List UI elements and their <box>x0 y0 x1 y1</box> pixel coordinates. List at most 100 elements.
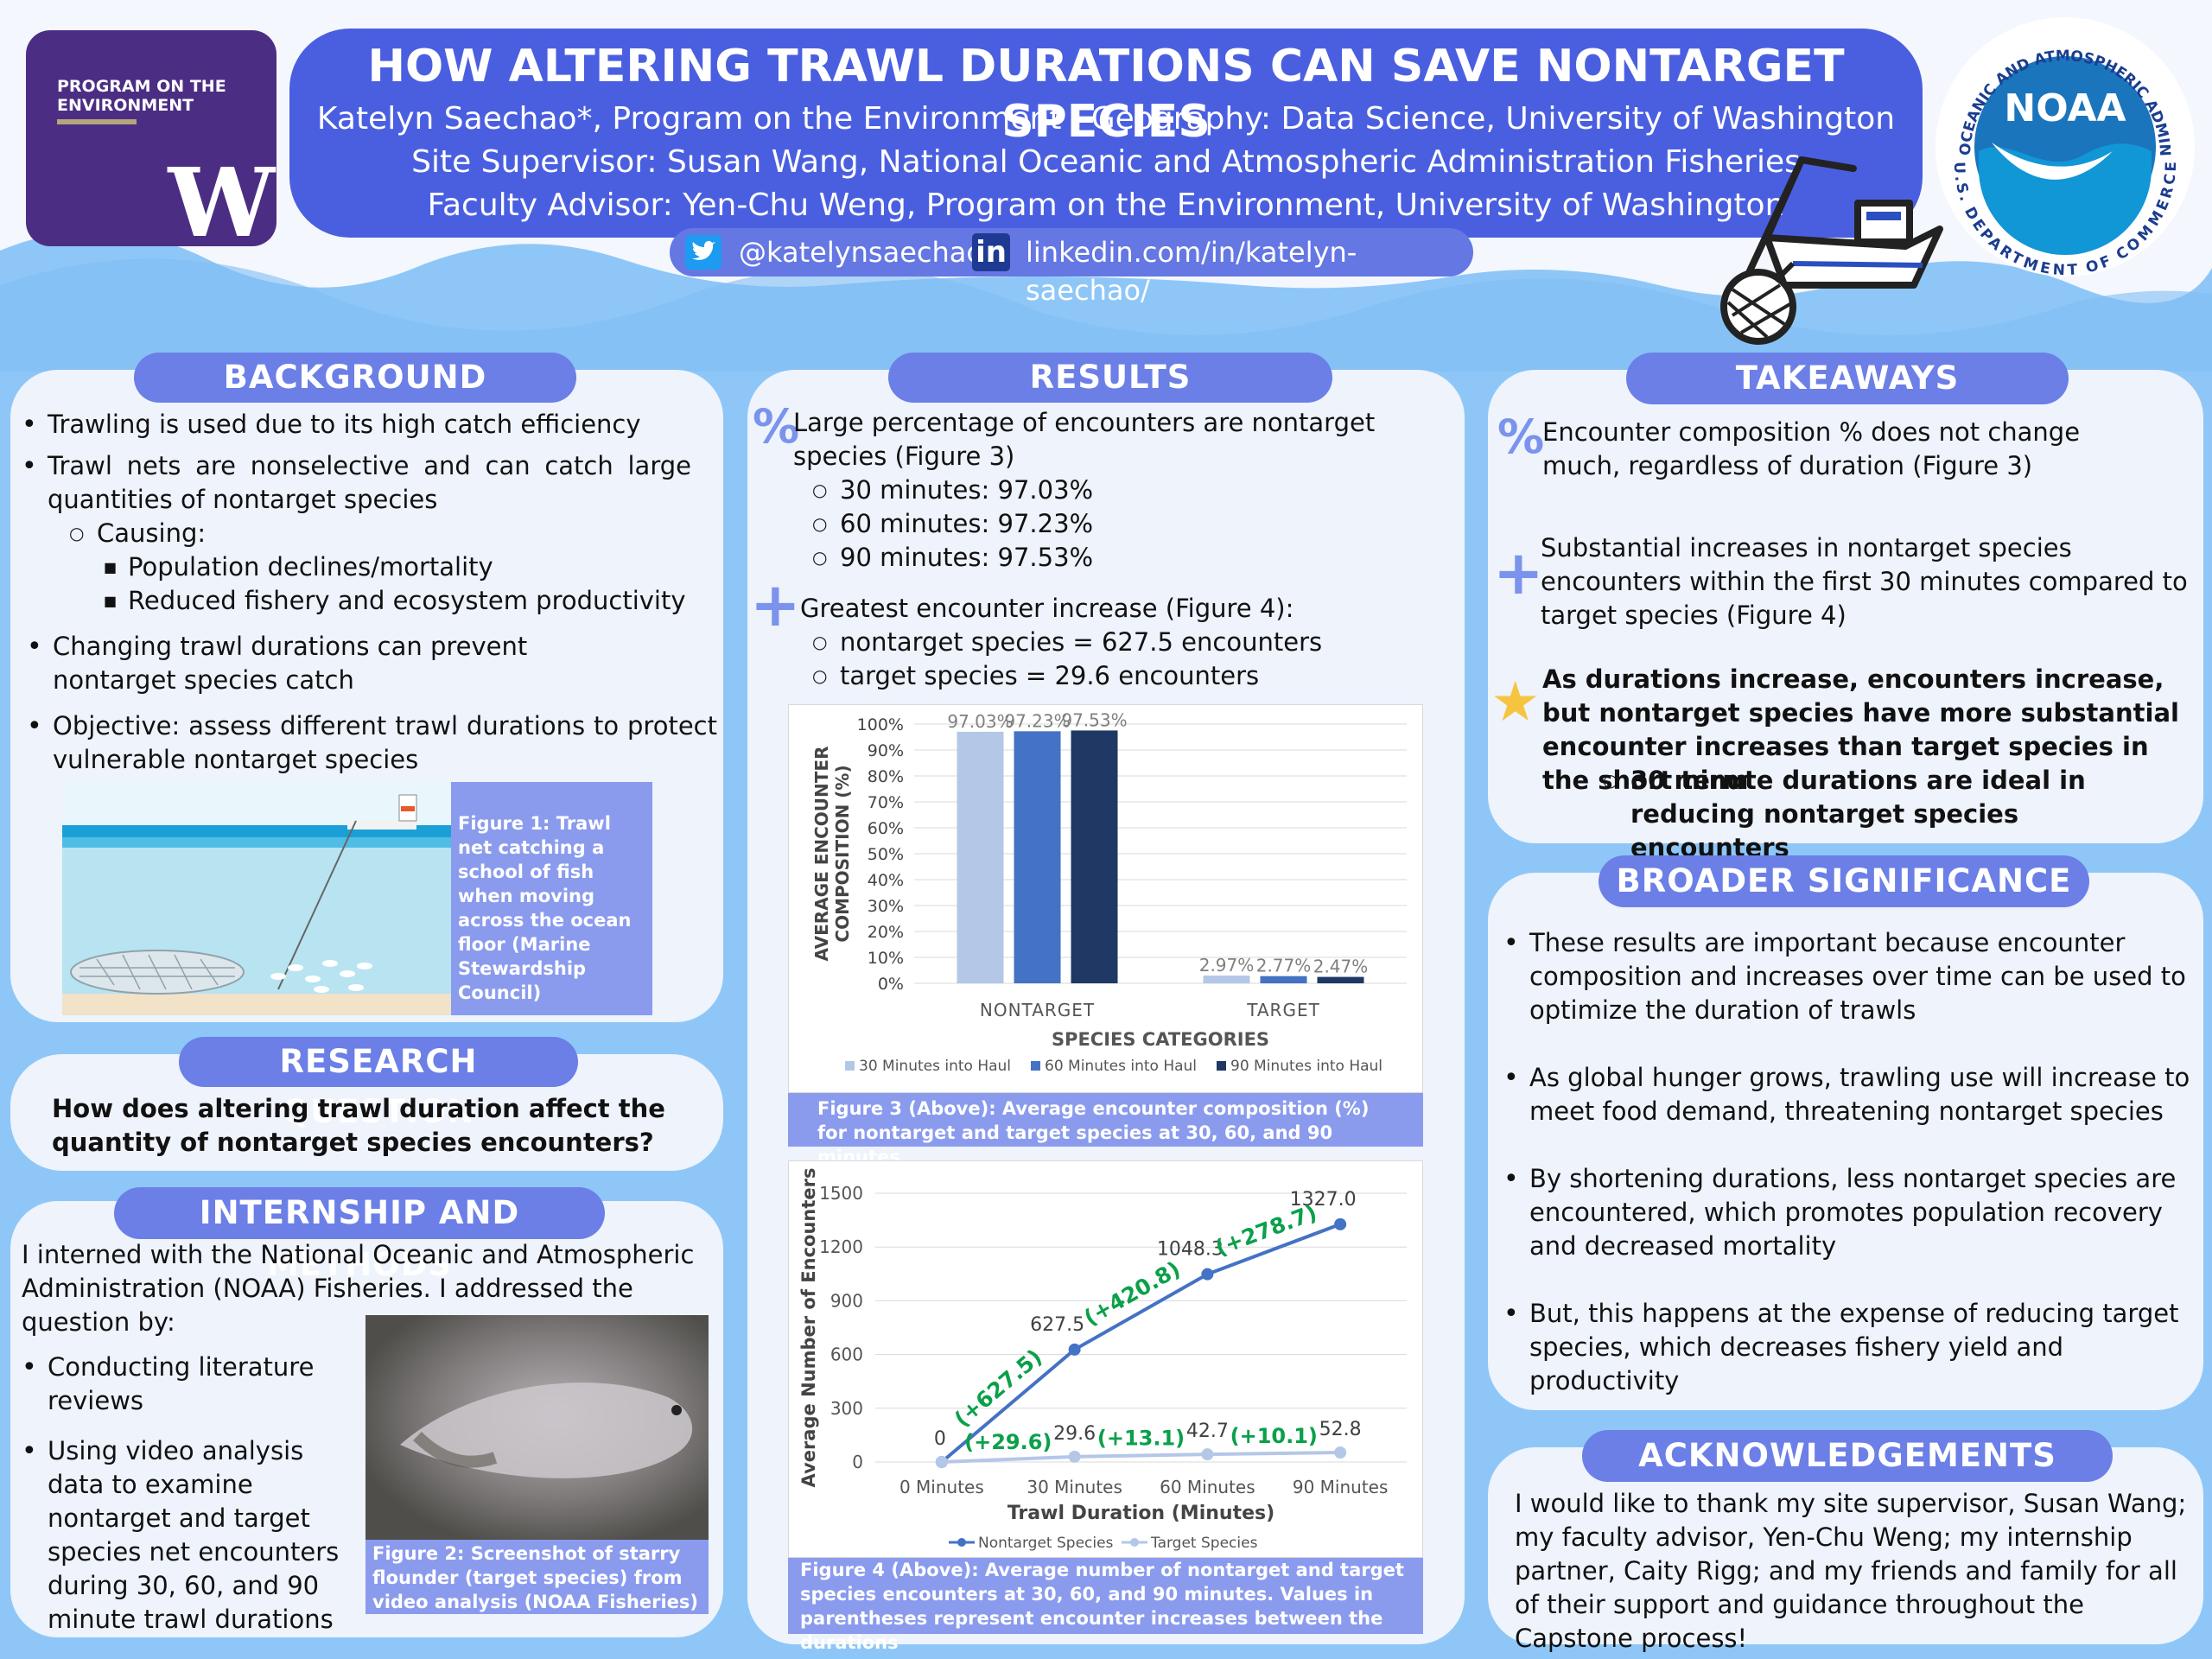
bar <box>1317 976 1364 983</box>
x-axis-label: Trawl Duration (Minutes) <box>1007 1503 1274 1524</box>
y-tick-label: 60% <box>868 819 904 838</box>
broader-bullet-4: But, this happens at the expense of redu… <box>1503 1297 2195 1398</box>
increase-label: (+627.5) <box>950 1344 1047 1433</box>
legend-swatch <box>845 1061 855 1071</box>
background-causing: Causing: <box>69 517 717 550</box>
methods-bullet-1: Conducting literature reviews <box>22 1351 363 1418</box>
takeaway-1: Encounter composition % does not change … <box>1542 417 2081 480</box>
linkedin-url[interactable]: linkedin.com/in/katelyn-saechao/ <box>1026 236 1357 307</box>
data-point <box>1334 1217 1347 1230</box>
figure-4-caption: Figure 4 (Above): Average number of nont… <box>788 1558 1423 1653</box>
background-bullet-4: Objective: assess different trawl durati… <box>27 709 717 777</box>
takeaways-heading: TAKEAWAYS <box>1626 353 2069 404</box>
series-line <box>940 1222 1341 1464</box>
increase-label: (+10.1) <box>1230 1424 1318 1448</box>
noaa-logo-text: NOAA <box>2004 86 2126 130</box>
bar-data-label: 97.03% <box>947 711 1013 732</box>
bar-data-label: 2.77% <box>1256 956 1312 976</box>
acknowledgements-heading: ACKNOWLEDGEMENTS <box>1582 1430 2113 1482</box>
bar-data-label: 2.97% <box>1199 955 1255 976</box>
y-axis-label: Average Number of Encounters <box>798 1168 819 1488</box>
results-heading: RESULTS <box>888 353 1332 403</box>
broader-heading: BROADER SIGNIFICANCE <box>1599 855 2089 907</box>
takeaway-2: Substantial increases in nontarget speci… <box>1541 533 2188 630</box>
background-sub-2: Reduced fishery and ecosystem productivi… <box>104 584 717 618</box>
background-sub-1: Population declines/mortality <box>104 550 717 584</box>
y-tick-label: 600 <box>830 1344 863 1365</box>
background-bullet-1: Trawling is used due to its high catch e… <box>22 408 717 442</box>
y-tick-label: 40% <box>868 871 904 890</box>
y-tick-label: 50% <box>868 845 904 864</box>
y-tick-label: 300 <box>830 1398 863 1419</box>
methods-heading: INTERNSHIP AND METHODS <box>114 1187 605 1283</box>
increase-label: (+420.8) <box>1080 1256 1185 1331</box>
figure-3-chart-box: 0% 10% 20% 30% 40% 50% 60% 70% 80% 90% 100% AVERAGE… <box>788 704 1423 1093</box>
legend-marker <box>957 1538 966 1547</box>
broader-bullet-2: As global hunger grows, trawling use wil… <box>1503 1061 2195 1128</box>
bar <box>1071 730 1118 983</box>
twitter-handle[interactable]: @katelynsaechao <box>739 236 983 269</box>
legend-marker <box>1130 1538 1139 1547</box>
data-point <box>935 1456 948 1468</box>
uw-logo-letter: W <box>168 147 275 258</box>
figure-4-caption-text: Figure 4 (Above): Average number of nont… <box>800 1560 1404 1653</box>
trawler-icon <box>1720 156 1943 345</box>
figure-3-caption: Figure 3 (Above): Average encounter comp… <box>788 1093 1423 1167</box>
data-point <box>1201 1268 1214 1281</box>
social-bar: @katelynsaechao in linkedin.com/in/katel… <box>670 228 1473 307</box>
data-label: 1327.0 <box>1290 1189 1357 1211</box>
methods-list: Conducting literature reviews Using vide… <box>22 1351 363 1637</box>
bar-data-label: 97.53% <box>1061 709 1127 730</box>
linkedin-icon: in <box>972 233 1010 271</box>
y-tick-label: 10% <box>868 949 904 968</box>
supervisor-line: Site Supervisor: Susan Wang, National Oc… <box>411 144 1801 180</box>
x-category-label: NONTARGET <box>980 1000 1095 1020</box>
y-tick-label: 100% <box>857 715 904 734</box>
figure-4-chart-box: 0 300 600 900 1200 1500 0 Minutes 30 Minutes 60 … <box>788 1160 1423 1558</box>
background-bullet-3: Changing trawl durations can prevent non… <box>27 630 717 697</box>
x-tick-label: 90 Minutes <box>1293 1477 1389 1497</box>
figure-1-caption: Figure 1: Trawl net catching a school of… <box>451 782 652 1015</box>
uw-logo-line2: ENVIRONMENT <box>57 96 194 115</box>
research-question: How does altering trawl duration affect … <box>52 1094 665 1157</box>
data-point <box>1068 1343 1081 1356</box>
legend-label: 30 Minutes into Haul <box>859 1058 1011 1075</box>
x-axis-label: SPECIES CATEGORIES <box>1052 1029 1269 1050</box>
results-r2: Greatest encounter increase (Figure 4): <box>800 594 1294 623</box>
background-bullet-2: Trawl nets are nonselective and can catc… <box>22 449 717 517</box>
bar-data-label: 97.23% <box>1004 710 1070 731</box>
advisor-line: Faculty Advisor: Yen-Chu Weng, Program o… <box>427 188 1785 223</box>
increase-label: (+29.6) <box>964 1430 1052 1454</box>
results-r1b: 60 minutes: 97.23% <box>812 507 1365 541</box>
series-line <box>941 1451 1341 1464</box>
x-category-label: TARGET <box>1246 1000 1320 1020</box>
takeaway-3a: 30 minute durations are ideal in reducin… <box>1603 764 2182 865</box>
y-axis-label-line1: AVERAGE ENCOUNTER <box>811 747 832 962</box>
figure-4-line-chart: 0 300 600 900 1200 1500 0 Minutes 30 Minutes 60 … <box>798 1168 1407 1552</box>
bar <box>957 731 1004 983</box>
results-r1: Large percentage of encounters are nonta… <box>793 408 1376 471</box>
y-axis-label: AVERAGE ENCOUNTERCOMPOSITION (%) <box>811 747 853 962</box>
results-r2b: target species = 29.6 encounters <box>812 659 1400 693</box>
methods-intro: I interned with the National Oceanic and… <box>22 1240 695 1337</box>
y-tick-label: 1500 <box>819 1183 863 1204</box>
methods-bullet-2: Using video analysis data to examine non… <box>22 1434 363 1637</box>
y-tick-label: 0% <box>878 975 904 994</box>
figure-2-caption: Figure 2: Screenshot of starry flounder … <box>365 1540 709 1614</box>
results-r1c: 90 minutes: 97.53% <box>812 541 1365 575</box>
results-r1-list: 30 minutes: 97.03% 60 minutes: 97.23% 90… <box>760 474 1365 575</box>
bar <box>1014 731 1061 983</box>
data-point <box>1201 1448 1214 1461</box>
data-label: 52.8 <box>1319 1419 1362 1440</box>
y-axis-label-line2: COMPOSITION (%) <box>832 765 853 942</box>
legend-label: Nontarget Species <box>978 1535 1114 1552</box>
data-label: 29.6 <box>1053 1423 1096 1445</box>
bar <box>1203 976 1250 983</box>
plus-icon-2: + <box>1493 537 1544 608</box>
legend-swatch <box>1217 1061 1226 1071</box>
takeaway-3-sub: 30 minute durations are ideal in reducin… <box>1542 764 2182 865</box>
figure-2-caption-text: Figure 2: Screenshot of starry flounder … <box>372 1543 698 1612</box>
broader-bullet-1: These results are important because enco… <box>1503 926 2195 1027</box>
legend-label: Target Species <box>1150 1535 1258 1552</box>
data-label: 1048.3 <box>1157 1239 1224 1261</box>
